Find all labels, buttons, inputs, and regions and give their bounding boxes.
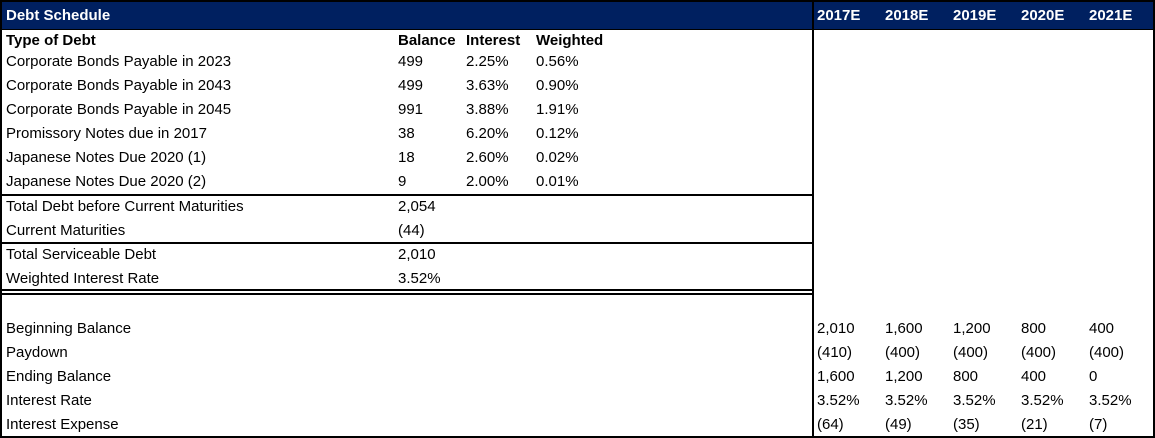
column-header-interest[interactable]: Interest [466, 32, 521, 49]
debt-balance[interactable]: 991 [398, 101, 424, 118]
table-header-row: Type of Debt Balance Interest Weighted [2, 29, 1153, 53]
debt-balance[interactable]: 499 [398, 77, 424, 94]
total-label[interactable]: Weighted Interest Rate [6, 270, 160, 287]
debt-label[interactable]: Corporate Bonds Payable in 2043 [6, 77, 232, 94]
projection-value[interactable]: 3.52% [1089, 392, 1132, 409]
projection-value[interactable]: 1,600 [885, 320, 923, 337]
total-value[interactable]: 2,010 [398, 246, 436, 263]
table-row: Corporate Bonds Payable in 2045 991 3.88… [2, 98, 1153, 122]
debt-label[interactable]: Corporate Bonds Payable in 2045 [6, 101, 232, 118]
debt-label[interactable]: Promissory Notes due in 2017 [6, 125, 207, 142]
projection-label[interactable]: Beginning Balance [6, 320, 132, 337]
table-row: Promissory Notes due in 2017 38 6.20% 0.… [2, 122, 1153, 146]
projection-value[interactable]: 800 [1021, 320, 1047, 337]
table-row: Japanese Notes Due 2020 (1) 18 2.60% 0.0… [2, 146, 1153, 170]
column-header-balance[interactable]: Balance [398, 32, 456, 49]
projection-value[interactable]: 3.52% [817, 392, 860, 409]
projection-label[interactable]: Interest Rate [6, 392, 92, 409]
double-total-line [2, 289, 814, 295]
table-row: Corporate Bonds Payable in 2043 499 3.63… [2, 74, 1153, 98]
debt-balance[interactable]: 18 [398, 149, 415, 166]
projection-value[interactable]: (400) [953, 344, 989, 361]
projection-value[interactable]: 400 [1021, 368, 1047, 385]
debt-label[interactable]: Corporate Bonds Payable in 2023 [6, 53, 232, 70]
debt-label[interactable]: Japanese Notes Due 2020 (1) [6, 149, 207, 166]
year-header-2021e[interactable]: 2021E [1089, 7, 1133, 24]
projection-label[interactable]: Ending Balance [6, 368, 112, 385]
projection-value[interactable]: (49) [885, 416, 912, 433]
total-value[interactable]: 2,054 [398, 198, 436, 215]
projection-row: Interest Rate 3.52% 3.52% 3.52% 3.52% 3.… [2, 389, 1153, 413]
table-row: Corporate Bonds Payable in 2023 499 2.25… [2, 50, 1153, 74]
projection-value[interactable]: (410) [817, 344, 853, 361]
debt-weighted[interactable]: 1.91% [536, 101, 579, 118]
projection-value[interactable]: 1,200 [885, 368, 923, 385]
debt-interest[interactable]: 2.60% [466, 149, 509, 166]
total-value[interactable]: 3.52% [398, 270, 441, 287]
total-label[interactable]: Current Maturities [6, 222, 126, 239]
total-label[interactable]: Total Debt before Current Maturities [6, 198, 244, 215]
projection-value[interactable]: (35) [953, 416, 980, 433]
projection-value[interactable]: 2,010 [817, 320, 855, 337]
projection-row: Beginning Balance 2,010 1,600 1,200 800 … [2, 317, 1153, 341]
projection-value[interactable]: 3.52% [953, 392, 996, 409]
projection-value[interactable]: (400) [1089, 344, 1125, 361]
column-header-type[interactable]: Type of Debt [6, 32, 96, 49]
debt-balance[interactable]: 9 [398, 173, 407, 190]
table-row-total: Total Serviceable Debt 2,010 [2, 243, 1153, 267]
year-header-2019e[interactable]: 2019E [953, 7, 997, 24]
debt-interest[interactable]: 3.88% [466, 101, 509, 118]
debt-weighted[interactable]: 0.02% [536, 149, 579, 166]
projection-value[interactable]: 3.52% [885, 392, 928, 409]
projection-row: Paydown (410) (400) (400) (400) (400) [2, 341, 1153, 365]
subtotal-divider-line [2, 242, 814, 244]
projection-value[interactable]: (64) [817, 416, 844, 433]
projection-row: Ending Balance 1,600 1,200 800 400 0 [2, 365, 1153, 389]
title-bar: Debt Schedule 2017E 2018E 2019E 2020E 20… [2, 2, 1153, 30]
table-row: Japanese Notes Due 2020 (2) 9 2.00% 0.01… [2, 170, 1153, 194]
debt-weighted[interactable]: 0.90% [536, 77, 579, 94]
projection-value[interactable]: (7) [1089, 416, 1108, 433]
projection-value[interactable]: 0 [1089, 368, 1098, 385]
debt-label[interactable]: Japanese Notes Due 2020 (2) [6, 173, 207, 190]
debt-weighted[interactable]: 0.12% [536, 125, 579, 142]
debt-interest[interactable]: 6.20% [466, 125, 509, 142]
projection-value[interactable]: (21) [1021, 416, 1048, 433]
debt-interest[interactable]: 2.00% [466, 173, 509, 190]
year-header-2018e[interactable]: 2018E [885, 7, 929, 24]
page-title[interactable]: Debt Schedule [6, 7, 111, 24]
projection-value[interactable]: (400) [1021, 344, 1057, 361]
debt-balance[interactable]: 38 [398, 125, 415, 142]
projection-label[interactable]: Interest Expense [6, 416, 119, 433]
column-header-weighted[interactable]: Weighted [536, 32, 604, 49]
projection-value[interactable]: (400) [885, 344, 921, 361]
projection-value[interactable]: 800 [953, 368, 979, 385]
total-label[interactable]: Total Serviceable Debt [6, 246, 157, 263]
debt-weighted[interactable]: 0.56% [536, 53, 579, 70]
projection-value[interactable]: 1,200 [953, 320, 991, 337]
projection-value[interactable]: 3.52% [1021, 392, 1064, 409]
projection-value[interactable]: 1,600 [817, 368, 855, 385]
year-header-2020e[interactable]: 2020E [1021, 7, 1065, 24]
table-row-total: Current Maturities (44) [2, 219, 1153, 243]
subtotal-divider-line [2, 194, 814, 196]
debt-interest[interactable]: 2.25% [466, 53, 509, 70]
table-row-total: Total Debt before Current Maturities 2,0… [2, 195, 1153, 219]
debt-weighted[interactable]: 0.01% [536, 173, 579, 190]
projection-value[interactable]: 400 [1089, 320, 1115, 337]
table-row-total: Weighted Interest Rate 3.52% [2, 267, 1153, 291]
debt-balance[interactable]: 499 [398, 53, 424, 70]
projection-label[interactable]: Paydown [6, 344, 68, 361]
total-value[interactable]: (44) [398, 222, 425, 239]
vertical-divider [812, 2, 814, 436]
projection-row: Interest Expense (64) (49) (35) (21) (7) [2, 413, 1153, 436]
year-header-2017e[interactable]: 2017E [817, 7, 861, 24]
debt-interest[interactable]: 3.63% [466, 77, 509, 94]
